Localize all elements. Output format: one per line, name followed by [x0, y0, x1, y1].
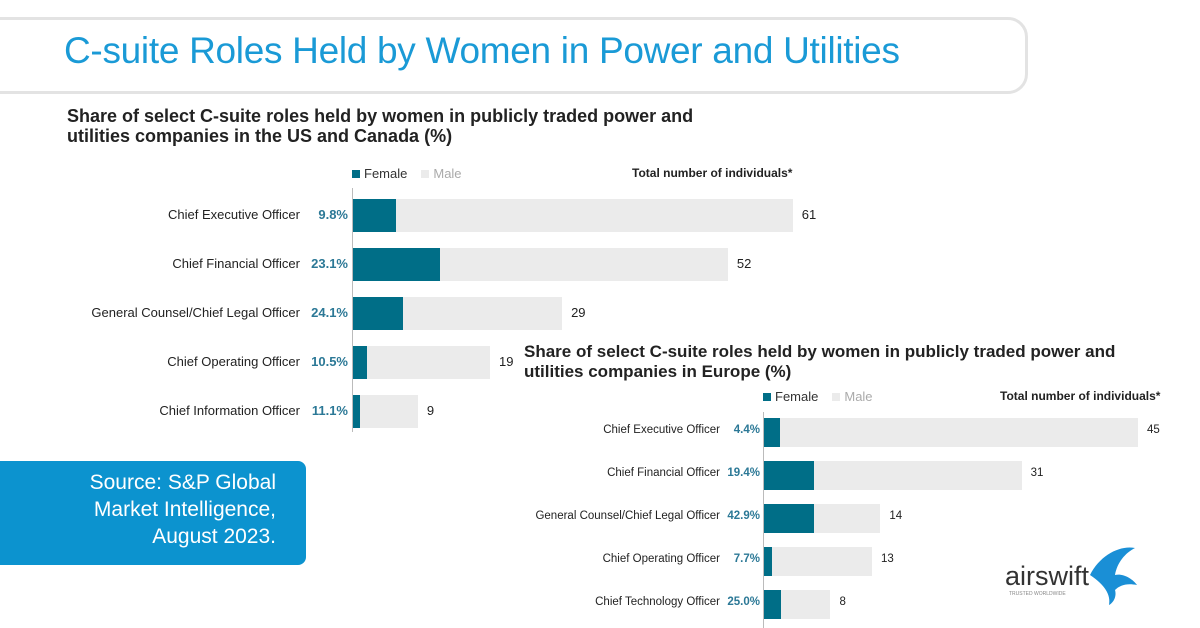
male-bar [764, 546, 873, 576]
svg-text:TRUSTED WORLDWIDE: TRUSTED WORLDWIDE [1009, 591, 1066, 597]
male-bar [353, 345, 490, 379]
legend-swatch-male [832, 392, 841, 401]
total-label: 13 [881, 553, 894, 565]
category-label: Chief Operating Officer [167, 354, 300, 369]
source-line: Source: S&P Global [89, 471, 276, 494]
chart-title-line: Share of select C-suite roles held by wo… [67, 106, 694, 126]
legend-male: Male [844, 389, 873, 404]
total-label: 29 [571, 305, 586, 320]
category-label: Chief Executive Officer [168, 207, 300, 222]
total-label: 9 [426, 403, 435, 418]
svg-text:airswift: airswift [1005, 561, 1090, 591]
female-bar [353, 198, 397, 232]
total-header: Total number of individuals* [632, 166, 793, 180]
category-label: Chief Executive Officer [603, 424, 720, 436]
female-pct-label: 23.1% [311, 256, 348, 271]
female-pct-label: 11.1% [311, 403, 348, 418]
female-bar [353, 296, 404, 330]
female-bar [764, 546, 773, 576]
male-bar [764, 417, 1138, 447]
total-label: 61 [801, 207, 817, 222]
female-pct-label: 24.1% [311, 305, 348, 320]
total-label: 19 [498, 354, 514, 369]
female-pct-label: 4.4% [733, 424, 760, 436]
legend-swatch-female [352, 169, 360, 178]
female-bar [764, 460, 814, 490]
legend-female: Female [364, 166, 408, 181]
page-title: C-suite Roles Held by Women in Power and… [64, 30, 900, 71]
female-bar [353, 394, 361, 428]
legend: Female Male [352, 166, 462, 181]
category-label: Chief Information Officer [159, 403, 300, 418]
female-bar [353, 247, 440, 281]
total-label: 31 [1030, 467, 1044, 479]
category-label: Chief Financial Officer [607, 467, 720, 479]
female-bar [764, 417, 781, 447]
total-header: Total number of individuals* [1000, 389, 1161, 403]
legend-male: Male [433, 166, 462, 181]
source-line: August 2023. [152, 525, 276, 548]
axis-line [352, 188, 353, 432]
legend-swatch-female [763, 392, 771, 401]
category-label: General Counsel/Chief Legal Officer [91, 305, 300, 320]
airswift-logo: airswift TRUSTED WORLDWIDE [1005, 547, 1137, 605]
male-bar [353, 394, 418, 428]
legend-swatch-male [421, 169, 430, 178]
legend-female: Female [775, 389, 819, 404]
female-bar [764, 589, 781, 619]
chart-title-line: utilities companies in Europe (%) [524, 362, 792, 381]
total-label: 8 [839, 596, 846, 608]
female-pct-label: 10.5% [311, 354, 348, 369]
category-label: General Counsel/Chief Legal Officer [535, 510, 720, 522]
category-label: Chief Technology Officer [595, 596, 720, 608]
legend: Female Male [763, 389, 873, 404]
female-pct-label: 7.7% [733, 553, 760, 565]
category-label: Chief Operating Officer [602, 553, 720, 565]
female-bar [353, 345, 368, 379]
category-label: Chief Financial Officer [172, 256, 300, 271]
chart-title-line: utilities companies in the US and Canada… [67, 126, 453, 146]
male-bar [353, 198, 793, 232]
source-box: Source: S&P Global Market Intelligence, … [0, 461, 306, 565]
female-bar [764, 503, 814, 533]
female-pct-label: 42.9% [727, 510, 760, 522]
chart-title: Share of select C-suite roles held by wo… [524, 342, 1115, 382]
total-label: 45 [1146, 424, 1160, 436]
female-pct-label: 25.0% [727, 596, 760, 608]
title-box [0, 17, 1028, 94]
total-label: 14 [889, 510, 903, 522]
female-pct-label: 9.8% [318, 207, 348, 222]
chart-title-line: Share of select C-suite roles held by wo… [524, 342, 1116, 361]
chart-title: Share of select C-suite roles held by wo… [67, 106, 693, 146]
source-line: Market Intelligence, [93, 498, 276, 521]
total-label: 52 [736, 256, 752, 271]
axis-line [763, 412, 764, 628]
female-pct-label: 19.4% [727, 467, 760, 479]
